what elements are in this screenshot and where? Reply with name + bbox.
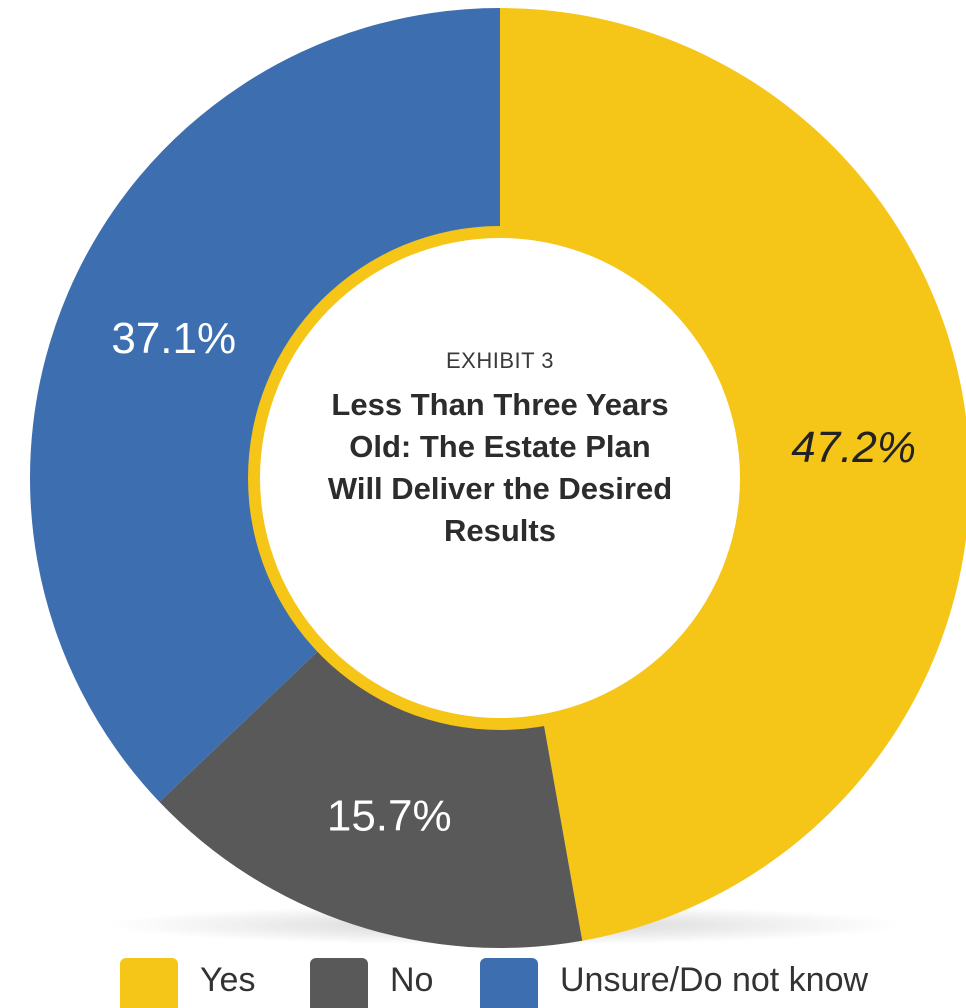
- slice-yes: [500, 8, 966, 941]
- legend-swatch-unsure: [480, 958, 538, 1008]
- legend-swatch-no: [310, 958, 368, 1008]
- legend-item-no: No: [310, 958, 433, 1008]
- legend-label-yes: Yes: [200, 961, 256, 999]
- center-caption: EXHIBIT 3 Less Than Three Years Old: The…: [318, 348, 682, 552]
- chart-title: Less Than Three Years Old: The Estate Pl…: [327, 387, 673, 548]
- legend-label-unsure: Unsure/Do not know: [560, 961, 869, 999]
- legend: Yes No Unsure/Do not know: [0, 958, 966, 1008]
- data-label-no: 15.7%: [327, 791, 452, 840]
- data-label-unsure: 37.1%: [111, 314, 236, 363]
- data-labels: 47.2% 15.7% 37.1%: [111, 314, 916, 840]
- legend-item-unsure: Unsure/Do not know: [480, 958, 868, 1008]
- data-label-yes: 47.2%: [791, 423, 916, 472]
- exhibit-label: EXHIBIT 3: [445, 348, 555, 373]
- donut-hole: [260, 238, 740, 718]
- legend-swatch-yes: [120, 958, 178, 1008]
- legend-label-no: No: [390, 961, 434, 999]
- legend-item-yes: Yes: [120, 958, 255, 1008]
